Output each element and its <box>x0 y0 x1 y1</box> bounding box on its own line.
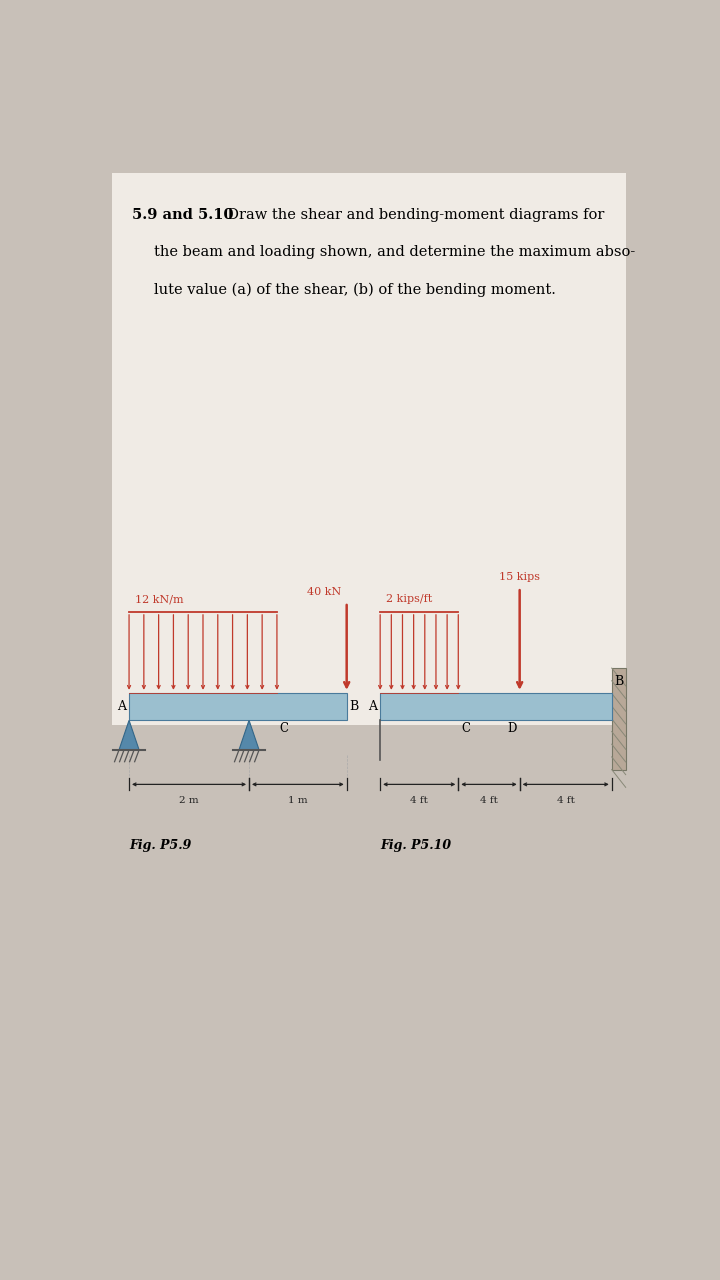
Text: lute value (​a​) of the shear, (​b​) of the bending moment.: lute value (​a​) of the shear, (​b​) of … <box>154 283 556 297</box>
Text: A: A <box>117 700 126 713</box>
Text: B: B <box>349 700 359 713</box>
Polygon shape <box>119 721 139 750</box>
Text: B: B <box>614 675 624 687</box>
Text: 4 ft: 4 ft <box>410 796 428 805</box>
Text: 4 ft: 4 ft <box>557 796 575 805</box>
Text: 4 ft: 4 ft <box>480 796 498 805</box>
Bar <box>612 668 626 769</box>
Text: 5.9 and 5.10: 5.9 and 5.10 <box>132 207 233 221</box>
Text: the beam and loading shown, and determine the maximum abso-: the beam and loading shown, and determin… <box>154 246 636 260</box>
Bar <box>380 692 612 721</box>
Text: 40 kN: 40 kN <box>307 588 341 596</box>
Text: 12 kN/m: 12 kN/m <box>135 594 184 604</box>
Text: Fig. P5.10: Fig. P5.10 <box>380 838 451 851</box>
Text: Fig. P5.9: Fig. P5.9 <box>129 838 192 851</box>
Text: 1 m: 1 m <box>288 796 307 805</box>
Text: 2 m: 2 m <box>179 796 199 805</box>
Text: A: A <box>369 700 377 713</box>
Text: 2 kips/ft: 2 kips/ft <box>386 594 432 604</box>
Text: C: C <box>280 722 289 735</box>
Text: D: D <box>508 722 517 735</box>
Bar <box>129 692 347 721</box>
Text: Draw the shear and bending-moment diagrams for: Draw the shear and bending-moment diagra… <box>218 207 605 221</box>
Polygon shape <box>239 721 259 750</box>
Bar <box>112 173 626 726</box>
Text: C: C <box>461 722 470 735</box>
Text: 15 kips: 15 kips <box>499 572 540 582</box>
